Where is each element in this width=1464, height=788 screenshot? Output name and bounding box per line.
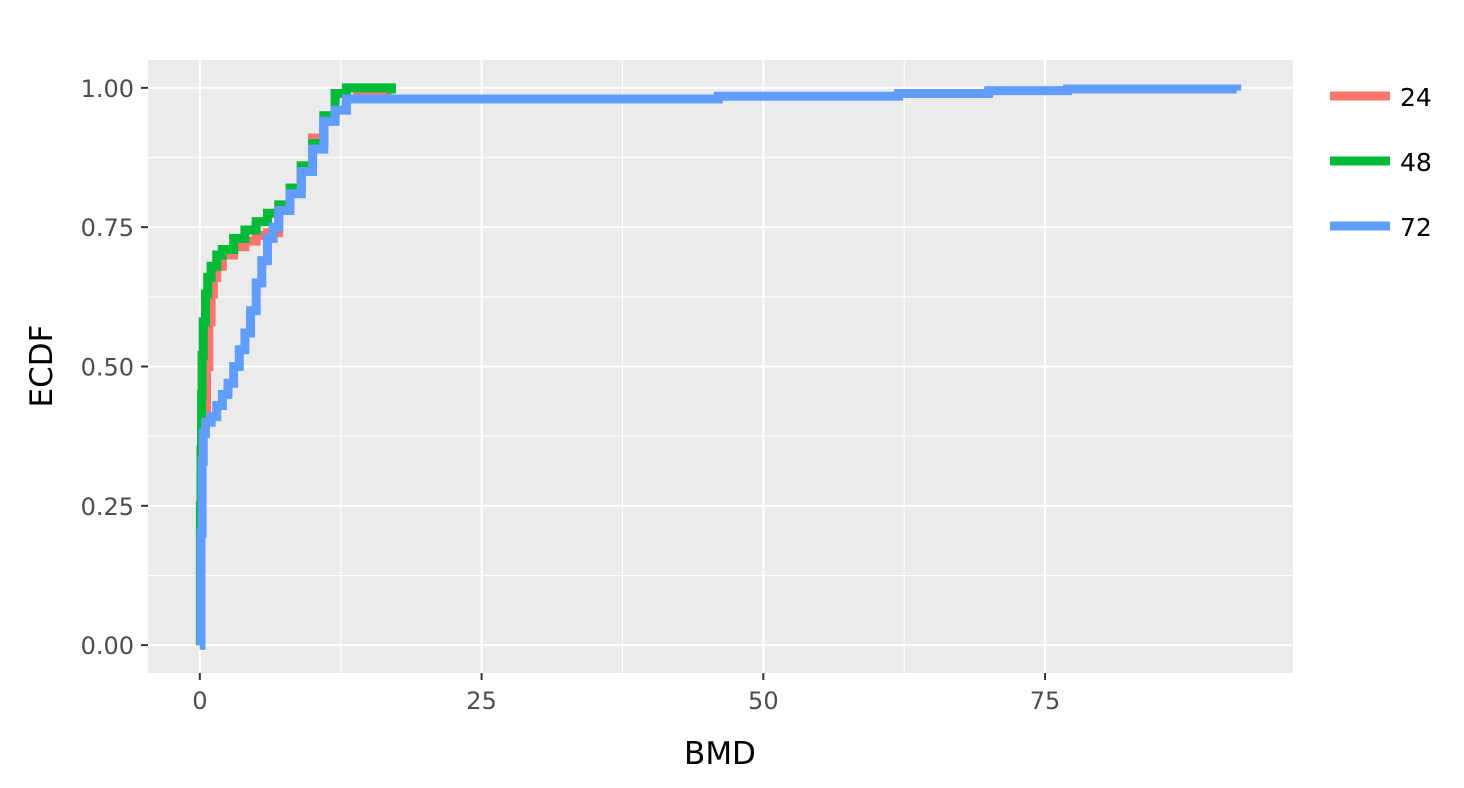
x-tick-label: 25 [466, 687, 497, 715]
y-tick-label: 0.50 [81, 354, 134, 382]
series-line-72 [196, 84, 1242, 650]
y-axis: 0.00 0.25 0.50 0.75 1.00 [81, 75, 148, 660]
y-tick-label: 0.75 [81, 214, 134, 242]
legend-label-48: 48 [1400, 148, 1432, 177]
x-axis: 0 25 50 75 [192, 673, 1060, 715]
y-axis-title: ECDF [24, 325, 60, 408]
x-tick-label: 75 [1030, 687, 1061, 715]
y-tick-label: 1.00 [81, 75, 134, 103]
legend: 24 48 72 [1330, 83, 1432, 242]
y-tick-label: 0.25 [81, 493, 134, 521]
legend-label-72: 72 [1400, 213, 1432, 242]
x-axis-title: BMD [684, 736, 756, 772]
x-tick-label: 0 [192, 687, 207, 715]
y-tick-label: 0.00 [81, 632, 134, 660]
legend-label-24: 24 [1400, 83, 1432, 112]
x-tick-label: 50 [748, 687, 779, 715]
series-layer [195, 83, 1242, 650]
